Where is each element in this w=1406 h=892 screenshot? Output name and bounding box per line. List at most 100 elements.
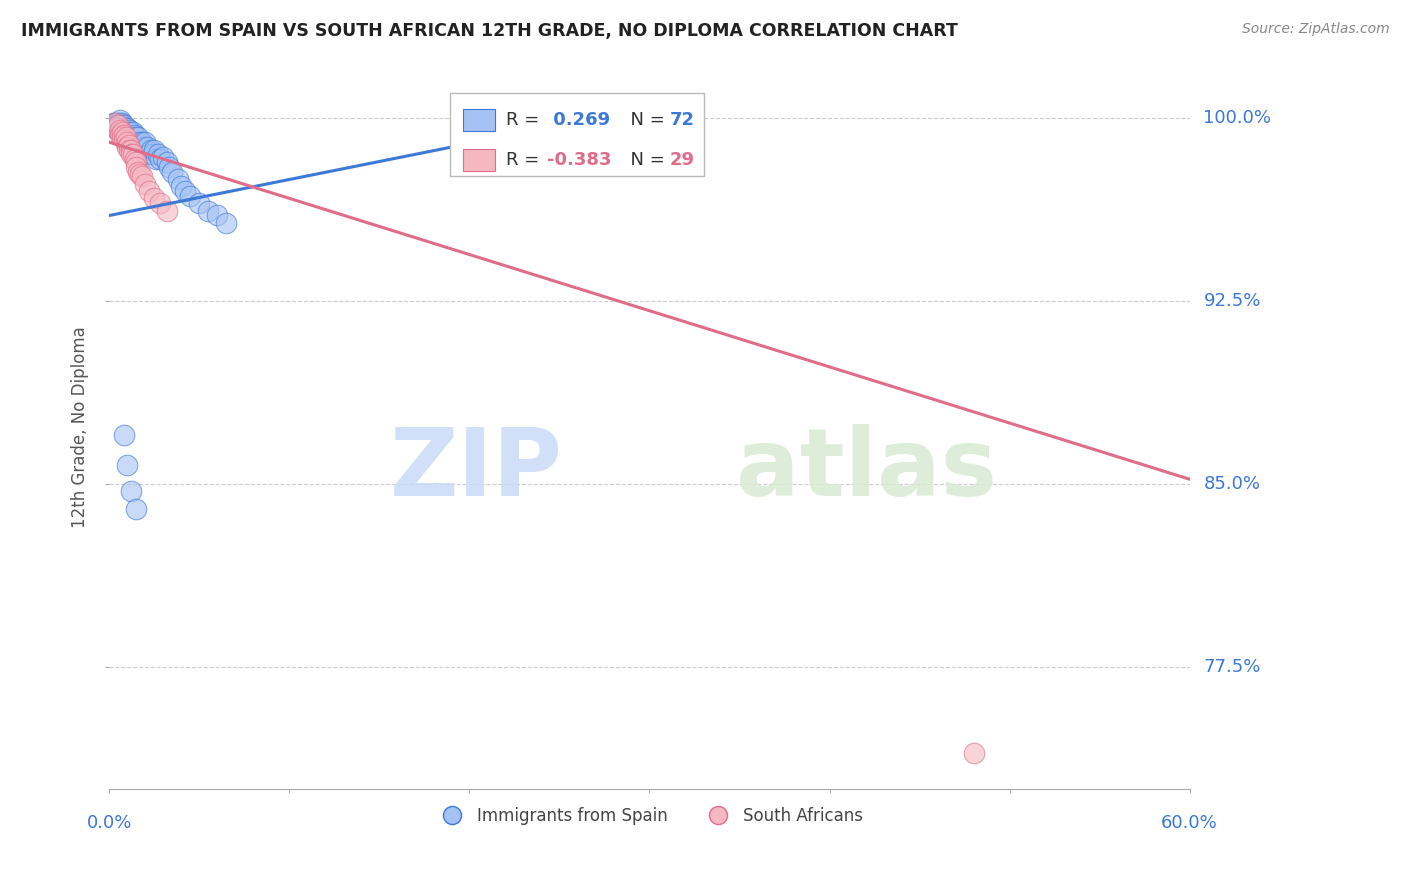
Point xyxy=(111,118,134,132)
Point xyxy=(104,116,127,130)
Point xyxy=(111,125,134,139)
Point xyxy=(132,140,155,154)
Point xyxy=(146,147,169,161)
Bar xyxy=(463,109,495,130)
Point xyxy=(108,118,131,132)
Point xyxy=(170,179,193,194)
Text: atlas: atlas xyxy=(735,425,997,516)
Point xyxy=(111,123,134,137)
Point xyxy=(112,123,135,137)
Point xyxy=(131,135,153,149)
Point xyxy=(118,143,141,157)
Point xyxy=(111,120,134,135)
Point xyxy=(104,118,127,132)
Point xyxy=(112,118,135,132)
Point xyxy=(107,120,129,135)
Text: ZIP: ZIP xyxy=(391,425,562,516)
Point xyxy=(143,191,166,205)
Text: 0.269: 0.269 xyxy=(547,111,610,128)
Point xyxy=(120,147,142,161)
Point xyxy=(118,123,141,137)
Point xyxy=(129,135,152,149)
Point xyxy=(156,203,179,218)
Point xyxy=(127,164,149,178)
Point xyxy=(124,153,146,167)
Point xyxy=(101,116,124,130)
Point xyxy=(124,128,146,142)
Point xyxy=(112,128,135,142)
Point xyxy=(142,147,165,161)
Text: N =: N = xyxy=(619,111,671,128)
Point xyxy=(149,196,172,211)
Point xyxy=(131,169,153,184)
Text: 85.0%: 85.0% xyxy=(1204,475,1261,493)
Legend: Immigrants from Spain, South Africans: Immigrants from Spain, South Africans xyxy=(429,800,870,832)
Point xyxy=(114,130,136,145)
Point xyxy=(174,184,197,198)
Bar xyxy=(463,149,495,170)
Point xyxy=(108,116,131,130)
Point xyxy=(107,116,129,130)
Point xyxy=(105,120,128,135)
Point xyxy=(118,133,141,147)
Point xyxy=(120,125,142,139)
Text: 77.5%: 77.5% xyxy=(1204,658,1261,676)
Point xyxy=(117,458,139,472)
Point xyxy=(121,147,143,161)
Point xyxy=(105,120,128,135)
Point xyxy=(207,209,229,223)
Point xyxy=(118,137,141,152)
Point xyxy=(136,140,159,154)
Point xyxy=(114,130,136,145)
Text: 0.0%: 0.0% xyxy=(87,814,132,832)
Point xyxy=(138,184,160,198)
Point xyxy=(143,143,166,157)
Point xyxy=(117,135,139,149)
Point xyxy=(112,133,135,147)
Point xyxy=(120,484,142,499)
Point xyxy=(114,120,136,135)
Point xyxy=(112,128,135,142)
Point xyxy=(112,120,135,135)
FancyBboxPatch shape xyxy=(450,93,703,177)
Text: R =: R = xyxy=(506,151,538,169)
Point xyxy=(112,428,135,442)
Point xyxy=(125,154,148,169)
Point xyxy=(111,130,134,145)
Text: -0.383: -0.383 xyxy=(547,151,612,169)
Point xyxy=(120,130,142,145)
Point xyxy=(118,128,141,142)
Point xyxy=(145,153,167,167)
Point xyxy=(152,150,174,164)
Point xyxy=(134,135,156,149)
Point xyxy=(127,140,149,154)
Point xyxy=(125,130,148,145)
Point xyxy=(188,196,211,211)
Point xyxy=(117,125,139,139)
Point xyxy=(104,116,127,130)
Point xyxy=(111,116,134,130)
Point xyxy=(105,118,128,132)
Point xyxy=(117,120,139,135)
Point xyxy=(105,116,128,130)
Point xyxy=(117,140,139,154)
Point xyxy=(156,154,179,169)
Point xyxy=(162,164,184,178)
Text: R =: R = xyxy=(506,111,544,128)
Point xyxy=(121,133,143,147)
Point xyxy=(107,123,129,137)
Point xyxy=(107,118,129,132)
Text: N =: N = xyxy=(619,151,671,169)
Point xyxy=(129,167,152,181)
Point xyxy=(114,125,136,139)
Point xyxy=(121,125,143,139)
Text: 100.0%: 100.0% xyxy=(1204,109,1271,127)
Y-axis label: 12th Grade, No Diploma: 12th Grade, No Diploma xyxy=(72,326,89,527)
Point xyxy=(125,137,148,152)
Point xyxy=(125,501,148,516)
Point xyxy=(108,123,131,137)
Point xyxy=(962,746,984,760)
Point xyxy=(149,153,172,167)
Text: IMMIGRANTS FROM SPAIN VS SOUTH AFRICAN 12TH GRADE, NO DIPLOMA CORRELATION CHART: IMMIGRANTS FROM SPAIN VS SOUTH AFRICAN 1… xyxy=(21,22,957,40)
Point xyxy=(157,160,180,174)
